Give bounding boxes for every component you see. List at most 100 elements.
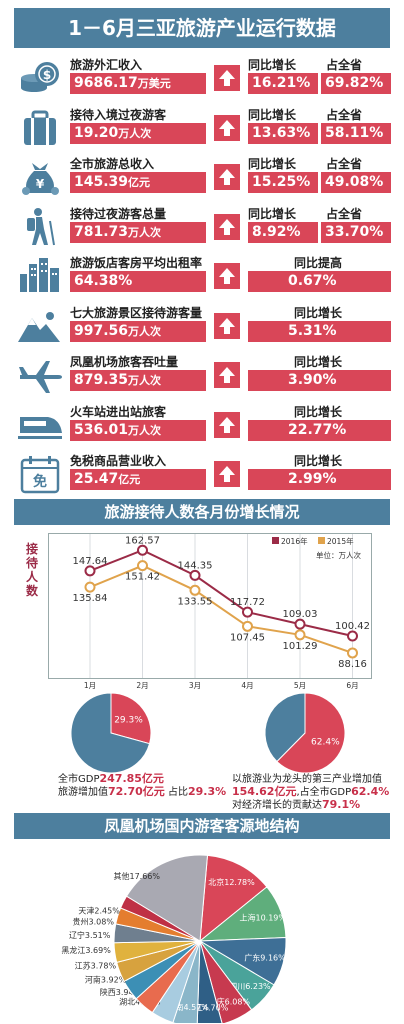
up-arrow-icon	[214, 411, 240, 438]
origin-section-title: 凤凰机场国内游客客源地结构	[14, 813, 390, 839]
stat-number: 879.35	[74, 372, 129, 388]
up-arrow-icon	[214, 65, 240, 91]
stat-value: 25.47亿元	[70, 469, 206, 490]
x-tick-label: 4月	[241, 681, 253, 690]
legend-label: 2016年	[281, 536, 308, 546]
share-label: 占全省	[326, 206, 363, 221]
up-arrow-icon	[214, 213, 240, 240]
caption-number: 72.70亿元	[108, 785, 165, 798]
stat-unit: 亿元	[118, 473, 141, 486]
pie-label: 重庆6.08%	[209, 996, 251, 1006]
page-title: 1－6月三亚旅游产业运行数据	[14, 8, 390, 48]
data-label: 133.55	[178, 596, 213, 607]
data-point	[137, 560, 148, 572]
caption-text: 对经济增长的贡献达	[232, 800, 322, 811]
hiker-icon	[27, 207, 55, 245]
caption-number: 247.85亿元	[99, 772, 164, 785]
stat-row: 凤凰机场旅客吞吐量 879.35万人次 同比增长 3.90%	[14, 351, 392, 399]
data-label: 135.84	[73, 593, 108, 604]
legend-label: 2015年	[327, 536, 354, 546]
growth-value: 15.25%	[248, 172, 318, 193]
data-point	[294, 618, 306, 630]
stat-row: 免免税商品营业收入 25.47亿元 同比增长 2.99%	[14, 450, 392, 498]
growth-value: 8.92%	[248, 221, 318, 243]
growth-value: 16.21%	[248, 73, 318, 94]
data-point	[84, 581, 96, 593]
stat-number: 25.47	[74, 471, 119, 487]
growth-label: 同比提高	[294, 256, 343, 270]
share-label: 占全省	[326, 58, 363, 72]
stat-unit: 万人次	[128, 324, 162, 338]
pie-slice	[125, 854, 209, 942]
growth-label: 同比增长	[248, 107, 297, 122]
stat-label: 旅游饭店客房平均出租率	[70, 256, 203, 270]
stat-unit: 万人次	[128, 423, 162, 437]
pie-slice	[276, 692, 346, 774]
coins-icon: $	[21, 62, 59, 92]
unit-label: 单位：万人次	[316, 550, 361, 560]
growth-value: 22.77%	[248, 419, 391, 441]
gdp-pie-chart: 29.3%	[70, 692, 152, 774]
data-label: 100.42	[335, 621, 370, 632]
stat-number: 9686.17	[74, 75, 138, 91]
pie-label: 浙江4.70%	[187, 1003, 229, 1013]
data-label: 117.72	[230, 597, 265, 608]
stat-label: 接待过夜游客总量	[70, 206, 167, 221]
stat-unit: 亿元	[128, 176, 151, 189]
data-label: 151.42	[125, 572, 160, 583]
calendar-icon: 免	[20, 456, 60, 494]
pie-slice	[70, 692, 151, 774]
data-label: 88.16	[338, 659, 367, 670]
data-label: 109.03	[283, 609, 318, 620]
series-line	[89, 549, 353, 637]
stat-value: 879.35万人次	[70, 370, 206, 391]
pie-label: 天津2.45%	[78, 906, 120, 916]
growth-label: 同比增长	[294, 305, 343, 320]
data-point	[189, 584, 201, 596]
line-chart-frame	[48, 533, 372, 679]
pie-label: 黑龙江3.69%	[61, 945, 111, 955]
pie-label: 江苏3.78%	[75, 960, 117, 970]
share-value: 69.82%	[321, 73, 391, 94]
stat-row: 火车站进出站旅客 536.01万人次 同比增长 22.77%	[14, 401, 392, 449]
stat-label: 接待入境过夜游客	[70, 107, 167, 122]
stat-row: $ 旅游外汇收入 9686.17万美元 同比增长 占全省 16.21% 69.82%	[14, 54, 392, 102]
up-arrow-icon	[214, 164, 240, 190]
caption-text: 旅游增加值	[58, 787, 108, 798]
share-label: 占全省	[326, 107, 363, 122]
caption-line: 旅游增加值72.70亿元 占比29.3%	[58, 783, 226, 799]
growth-label: 同比增长	[248, 58, 297, 72]
stat-label: 火车站进出站旅客	[70, 404, 167, 419]
share-value: 58.11%	[321, 122, 391, 144]
stat-number: 145.39	[74, 174, 129, 190]
caption-line: 以旅游业为龙头的第三产业增加值	[232, 770, 382, 785]
caption-line: 154.62亿元,占全市GDP62.4%	[232, 783, 389, 799]
tertiary-pie-chart: 62.4%	[264, 692, 346, 774]
caption-line: 对经济增长的贡献达79.1%	[232, 796, 360, 811]
x-tick-label: 5月	[294, 681, 306, 690]
stat-value: 997.56万人次	[70, 320, 206, 342]
growth-label: 同比增长	[248, 157, 297, 171]
data-point	[242, 606, 253, 618]
stat-unit: 万人次	[128, 225, 162, 239]
stat-number: 536.01	[74, 421, 129, 438]
stat-row: 旅游饭店客房平均出租率 64.38% 同比提高 0.67%	[14, 252, 392, 300]
pie-slice	[264, 692, 306, 763]
caption-text: 占比	[164, 787, 188, 798]
pie-label: 河南3.92%	[85, 975, 127, 985]
up-arrow-icon	[214, 362, 240, 388]
caption-line: 全市GDP247.85亿元	[58, 770, 164, 786]
stat-value: 536.01万人次	[70, 419, 206, 441]
money-bag-icon: ¥	[22, 163, 59, 195]
pie-label: 陕西3.94%	[100, 987, 142, 997]
stat-value: 19.20万人次	[70, 122, 206, 144]
buildings-icon	[20, 258, 59, 292]
up-arrow-icon	[214, 312, 240, 339]
share-value: 49.08%	[321, 172, 391, 193]
caption-number: 154.62亿元	[232, 785, 297, 798]
pie-label: 湖南4.57%	[167, 1002, 209, 1012]
stat-number: 64.38%	[74, 273, 133, 289]
pie-label: 辽宁3.51%	[69, 930, 111, 940]
svg-text:$: $	[43, 68, 51, 82]
